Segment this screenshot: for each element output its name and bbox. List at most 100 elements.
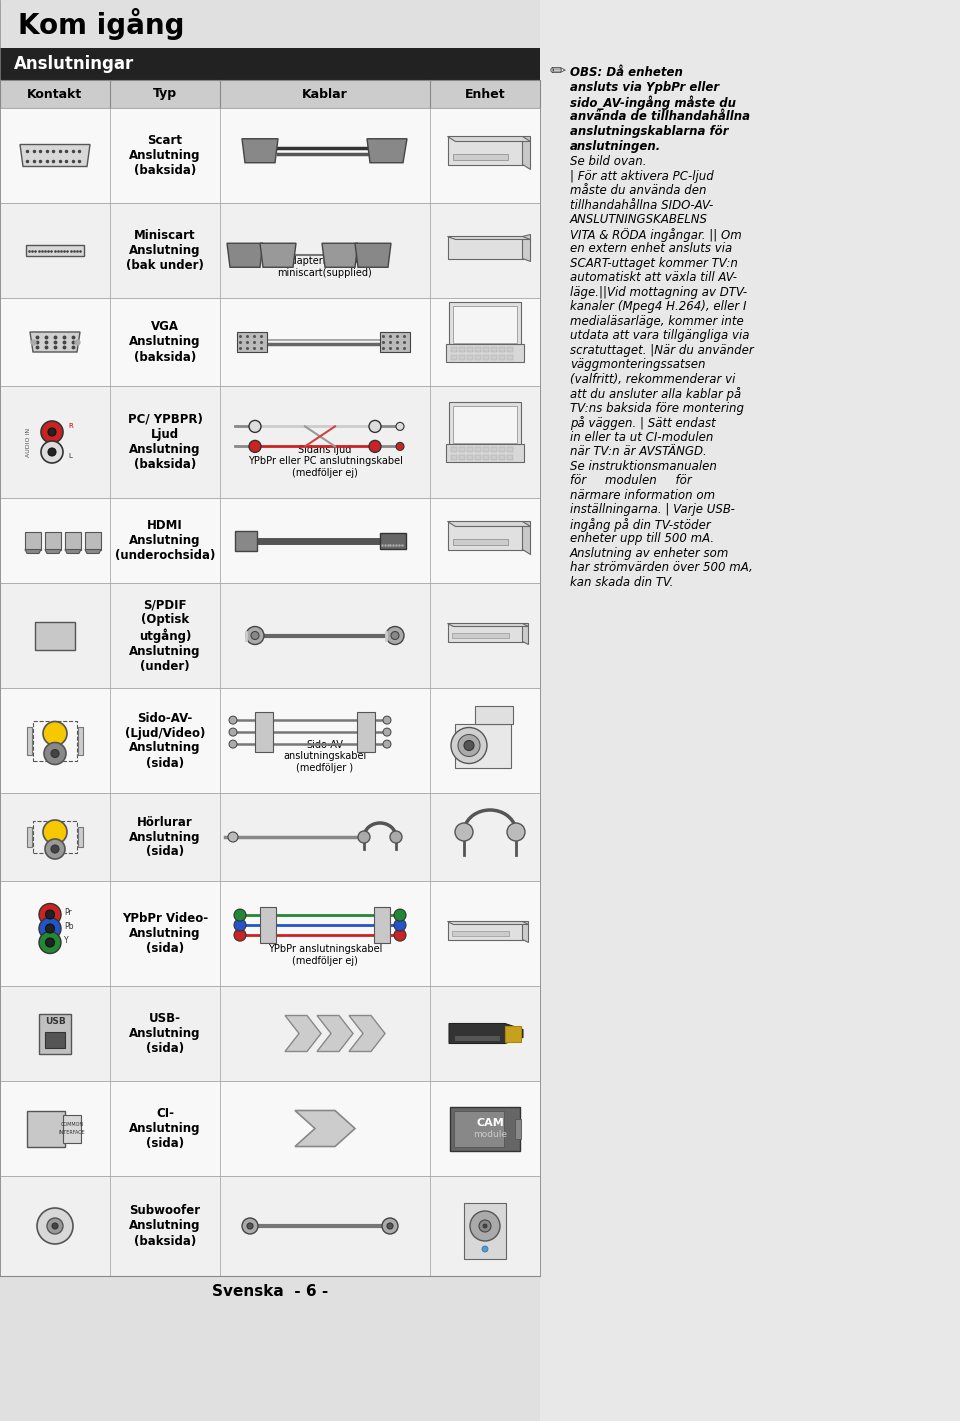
Bar <box>499 455 505 460</box>
Circle shape <box>396 422 404 431</box>
Circle shape <box>394 929 406 941</box>
Text: Typ: Typ <box>153 88 177 101</box>
Bar <box>507 455 513 460</box>
Bar <box>449 303 521 347</box>
Circle shape <box>246 627 264 645</box>
Bar <box>447 136 522 165</box>
Bar <box>0 298 540 387</box>
Bar <box>452 539 508 544</box>
Bar <box>459 448 465 452</box>
Polygon shape <box>522 921 529 942</box>
Bar <box>27 726 32 755</box>
Bar <box>451 632 509 638</box>
Circle shape <box>369 441 381 452</box>
Circle shape <box>229 716 237 725</box>
Polygon shape <box>447 136 531 142</box>
Text: YPbPr Video-
Anslutning
(sida): YPbPr Video- Anslutning (sida) <box>122 912 208 955</box>
Circle shape <box>39 918 61 939</box>
Bar <box>540 0 960 1421</box>
Circle shape <box>479 1221 491 1232</box>
Circle shape <box>228 833 238 843</box>
Text: för     modulen     för: för modulen för <box>570 475 692 487</box>
Text: SCART-uttaget kommer TV:n: SCART-uttaget kommer TV:n <box>570 257 738 270</box>
Bar <box>475 355 481 360</box>
Circle shape <box>386 627 404 645</box>
Bar <box>499 448 505 452</box>
Bar <box>0 583 540 688</box>
Circle shape <box>383 716 391 725</box>
Circle shape <box>234 909 246 921</box>
Bar <box>453 306 517 342</box>
Circle shape <box>383 728 391 736</box>
Circle shape <box>234 929 246 941</box>
Text: INTERFACE: INTERFACE <box>59 1130 85 1135</box>
Polygon shape <box>522 624 529 645</box>
Text: har strömvärden över 500 mA,: har strömvärden över 500 mA, <box>570 561 753 574</box>
Text: kanaler (Mpeg4 H.264), eller I: kanaler (Mpeg4 H.264), eller I <box>570 300 747 313</box>
Bar <box>0 986 540 1081</box>
Bar <box>491 347 497 352</box>
Bar <box>475 347 481 352</box>
Text: ANSLUTNINGSKABELNS: ANSLUTNINGSKABELNS <box>570 213 708 226</box>
Text: Scart
Anslutning
(baksida): Scart Anslutning (baksida) <box>130 134 201 178</box>
Circle shape <box>470 1211 500 1241</box>
Text: tillhandahållna SIDO-AV-: tillhandahållna SIDO-AV- <box>570 199 713 212</box>
Text: Kom igång: Kom igång <box>18 9 184 40</box>
Circle shape <box>394 919 406 931</box>
Circle shape <box>48 448 56 456</box>
Polygon shape <box>522 234 531 261</box>
Bar <box>446 443 524 462</box>
Text: ✏: ✏ <box>550 63 566 81</box>
Text: en extern enhet ansluts via: en extern enhet ansluts via <box>570 242 732 256</box>
Text: sido_AV-ingång måste du: sido_AV-ingång måste du <box>570 95 736 111</box>
Bar <box>33 720 77 760</box>
Bar <box>467 455 473 460</box>
Circle shape <box>52 1223 58 1229</box>
Bar <box>450 1107 520 1151</box>
Bar <box>0 1081 540 1177</box>
Text: Enhet: Enhet <box>465 88 505 101</box>
Bar <box>380 333 410 352</box>
Bar <box>451 931 509 935</box>
Polygon shape <box>30 333 80 352</box>
Bar <box>507 355 513 360</box>
Text: Sidans ljud
YPbPr eller PC anslutningskabel
(medföljer ej): Sidans ljud YPbPr eller PC anslutningska… <box>248 445 402 477</box>
Text: YPbPr anslutningskabel
(medföljer ej): YPbPr anslutningskabel (medföljer ej) <box>268 945 382 966</box>
Bar <box>78 827 83 847</box>
Circle shape <box>45 938 55 946</box>
Bar <box>39 1013 71 1053</box>
Polygon shape <box>20 145 90 166</box>
Bar <box>467 347 473 352</box>
Circle shape <box>455 823 473 841</box>
Text: närmare information om: närmare information om <box>570 489 715 502</box>
Polygon shape <box>242 139 278 163</box>
Circle shape <box>451 728 487 763</box>
Bar <box>35 621 75 649</box>
Circle shape <box>43 722 67 746</box>
Circle shape <box>45 838 65 860</box>
Circle shape <box>47 1218 63 1233</box>
Bar <box>475 448 481 452</box>
Bar <box>45 531 61 550</box>
Text: kan skada din TV.: kan skada din TV. <box>570 576 673 588</box>
Text: medialäsarläge, kommer inte: medialäsarläge, kommer inte <box>570 314 744 328</box>
Text: R: R <box>68 423 73 429</box>
Text: läge.||Vid mottagning av DTV-: läge.||Vid mottagning av DTV- <box>570 286 747 298</box>
Polygon shape <box>355 243 391 267</box>
Bar <box>85 531 101 550</box>
Bar <box>453 406 517 443</box>
Text: HDMI
Anslutning
(underochsida): HDMI Anslutning (underochsida) <box>115 519 215 561</box>
Text: Kablar: Kablar <box>302 88 348 101</box>
Text: TV:ns baksida före montering: TV:ns baksida före montering <box>570 402 744 415</box>
Text: scratuttaget. |När du använder: scratuttaget. |När du använder <box>570 344 754 357</box>
Circle shape <box>369 421 381 432</box>
Bar <box>235 530 257 550</box>
Text: när TV:n är AVSTÄNGD.: när TV:n är AVSTÄNGD. <box>570 445 707 458</box>
Text: L: L <box>68 453 72 459</box>
Text: CI-
Anslutning
(sida): CI- Anslutning (sida) <box>130 1107 201 1150</box>
Polygon shape <box>447 624 529 627</box>
Polygon shape <box>317 1016 353 1052</box>
Text: | För att aktivera PC-ljud: | För att aktivera PC-ljud <box>570 169 713 183</box>
Polygon shape <box>45 550 61 554</box>
Bar <box>455 723 511 767</box>
